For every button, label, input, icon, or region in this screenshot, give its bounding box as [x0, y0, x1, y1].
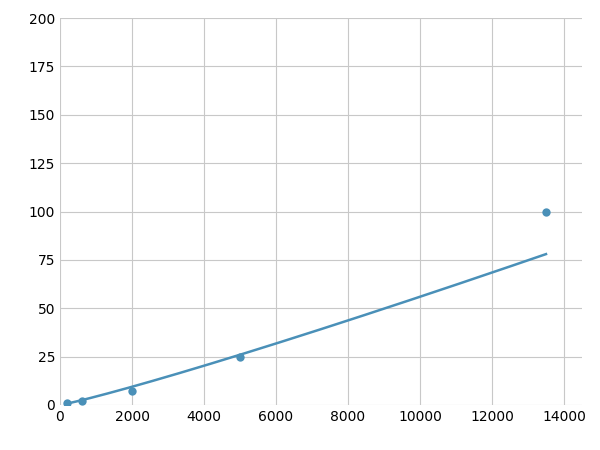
- Point: [62, 400, 72, 407]
- Point: [127, 388, 137, 395]
- Point: [77, 397, 86, 405]
- Point: [235, 353, 245, 360]
- Point: [541, 208, 551, 215]
